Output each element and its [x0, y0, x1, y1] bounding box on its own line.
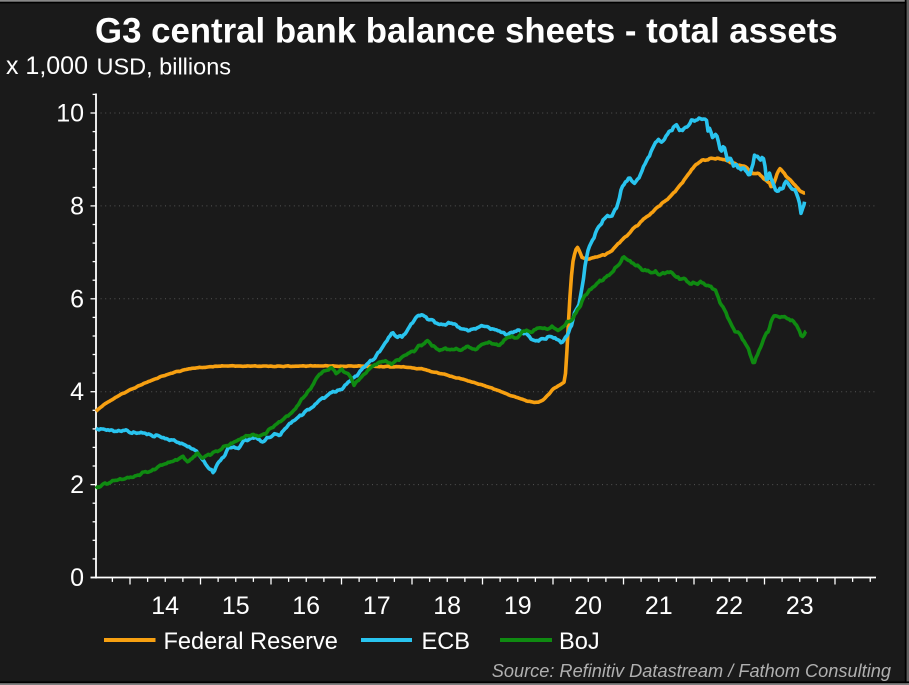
svg-text:ECB: ECB [422, 629, 471, 655]
svg-text:4: 4 [70, 378, 84, 406]
svg-text:15: 15 [222, 592, 250, 620]
svg-text:Source: Refinitiv Datastream /: Source: Refinitiv Datastream / Fathom Co… [492, 661, 891, 681]
svg-text:10: 10 [56, 100, 84, 128]
svg-text:8: 8 [70, 192, 84, 220]
svg-text:BoJ: BoJ [559, 629, 600, 655]
svg-text:18: 18 [433, 592, 461, 620]
svg-text:17: 17 [363, 592, 391, 620]
svg-text:Federal Reserve: Federal Reserve [164, 629, 338, 655]
svg-text:G3 central bank balance sheets: G3 central bank balance sheets - total a… [95, 12, 838, 51]
svg-text:2: 2 [70, 471, 84, 499]
svg-text:16: 16 [292, 592, 320, 620]
svg-text:USD, billions: USD, billions [97, 54, 232, 80]
svg-text:0: 0 [70, 564, 84, 592]
svg-text:20: 20 [574, 592, 602, 620]
svg-text:22: 22 [715, 592, 743, 620]
svg-text:23: 23 [786, 592, 814, 620]
svg-text:19: 19 [504, 592, 532, 620]
svg-text:21: 21 [645, 592, 673, 620]
svg-text:6: 6 [70, 285, 84, 313]
svg-text:14: 14 [151, 592, 179, 620]
svg-text:x 1,000: x 1,000 [6, 52, 88, 80]
